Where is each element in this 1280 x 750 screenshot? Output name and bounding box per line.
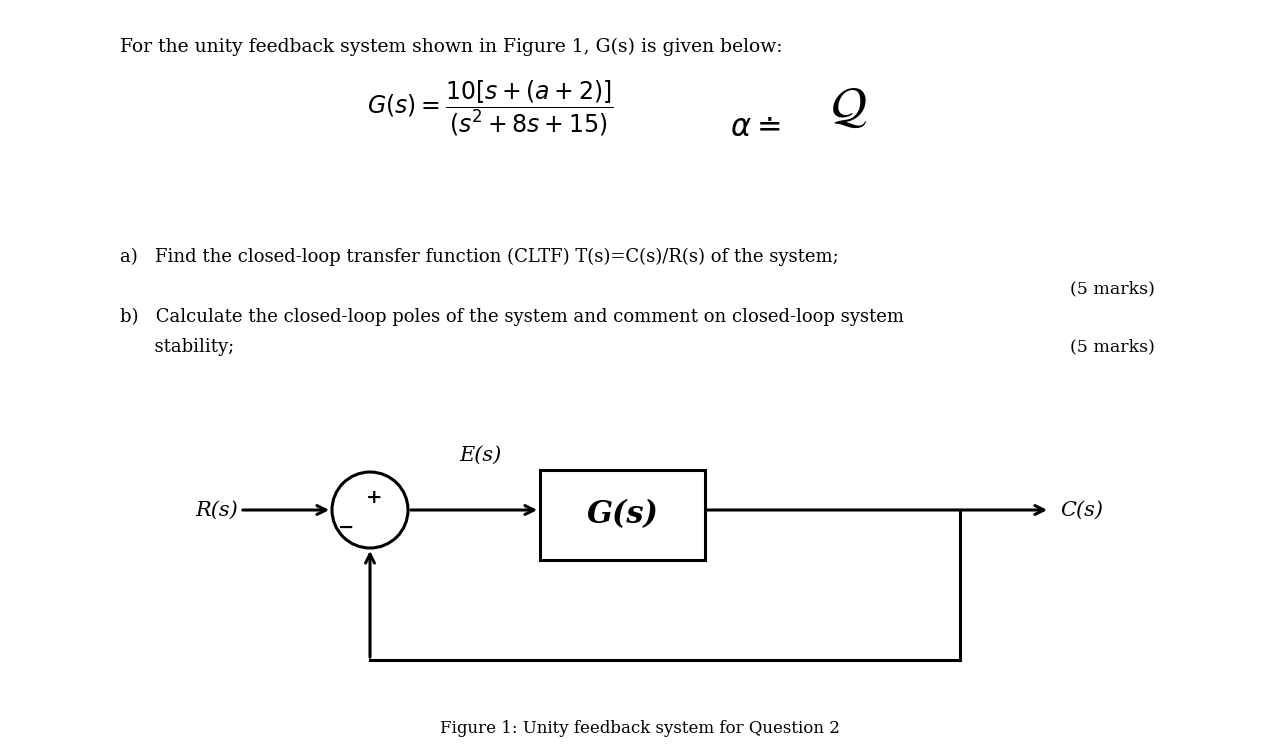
Text: R(s): R(s) [195,500,238,520]
Text: $\mathcal{Q}$: $\mathcal{Q}$ [829,84,867,132]
Bar [540,470,705,560]
Text: Figure 1: Unity feedback system for Question 2: Figure 1: Unity feedback system for Ques… [440,720,840,737]
Text: $G(s) = \dfrac{10[s + (a + 2)]}{(s^2 + 8s + 15)}$: $G(s) = \dfrac{10[s + (a + 2)]}{(s^2 + 8… [366,78,613,138]
Text: (5 marks): (5 marks) [1070,280,1155,297]
Text: a)   Find the closed-loop transfer function (CLTF) T(s)=C(s)/R(s) of the system;: a) Find the closed-loop transfer functio… [120,248,838,266]
Text: −: − [338,519,355,537]
Text: C(s): C(s) [1060,500,1103,520]
Text: $\alpha \doteq$: $\alpha \doteq$ [730,113,781,142]
Text: b)   Calculate the closed-loop poles of the system and comment on closed-loop sy: b) Calculate the closed-loop poles of th… [120,308,904,326]
Text: (5 marks): (5 marks) [1070,338,1155,355]
Text: For the unity feedback system shown in Figure 1, G(s) is given below:: For the unity feedback system shown in F… [120,38,782,56]
Text: +: + [366,489,383,507]
Text: G(s): G(s) [586,500,658,530]
Text: stability;: stability; [120,338,234,356]
Text: E(s): E(s) [458,446,502,464]
